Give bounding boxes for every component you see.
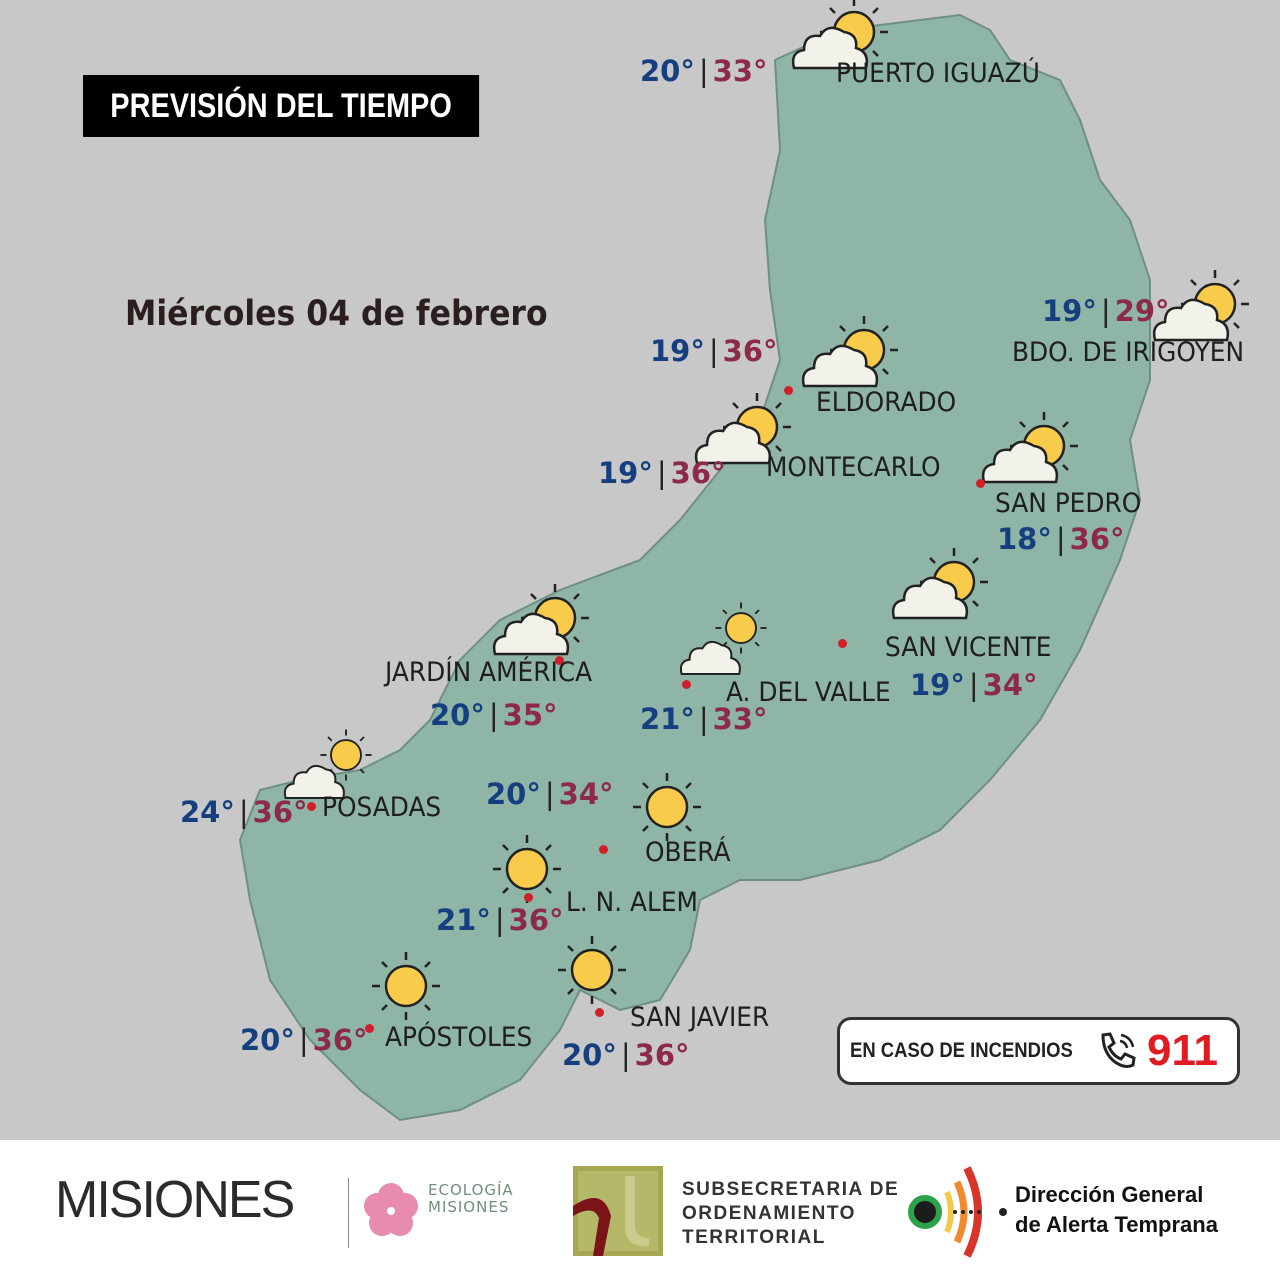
city-temps: 20° | 36° bbox=[562, 1038, 690, 1072]
subsecretaria-line: ORDENAMIENTO bbox=[682, 1203, 856, 1224]
ecologia-line: MISIONES bbox=[428, 1198, 510, 1216]
city-name: ELDORADO bbox=[816, 387, 957, 418]
city-temps: 24° | 36° bbox=[180, 795, 308, 829]
city-name: SAN VICENTE bbox=[885, 632, 1052, 663]
page-title: PREVISIÓN DEL TIEMPO bbox=[83, 75, 480, 137]
city-temps: 19° | 34° bbox=[910, 668, 1038, 702]
city-dot bbox=[524, 893, 533, 902]
min-temp: 18° bbox=[997, 522, 1052, 556]
city-name: MONTECARLO bbox=[766, 452, 941, 483]
city-name: POSADAS bbox=[322, 792, 442, 823]
city-temps: 19° | 29° bbox=[1042, 294, 1170, 328]
separator: | bbox=[698, 702, 709, 736]
max-temp: 36° bbox=[722, 334, 778, 368]
logo-divider bbox=[348, 1178, 349, 1248]
max-temp: 35° bbox=[502, 698, 558, 732]
footer-logos: MISIONES ECOLOGÍA MISIONES SUBSECRETARIA … bbox=[0, 1140, 1280, 1280]
forecast-date: Miércoles 04 de febrero bbox=[125, 294, 548, 334]
separator: | bbox=[656, 456, 667, 490]
alerta-text: Dirección General de Alerta Temprana bbox=[1015, 1180, 1218, 1240]
city-name: APÓSTOLES bbox=[385, 1022, 533, 1053]
alerta-line: de Alerta Temprana bbox=[1015, 1212, 1218, 1237]
separator: | bbox=[488, 698, 499, 732]
max-temp: 34° bbox=[982, 668, 1038, 702]
max-temp: 34° bbox=[558, 777, 614, 811]
city-dot bbox=[365, 1024, 374, 1033]
city-name: L. N. ALEM bbox=[566, 887, 698, 918]
city-name: A. DEL VALLE bbox=[726, 677, 891, 708]
min-temp: 24° bbox=[180, 795, 235, 829]
min-temp: 20° bbox=[640, 54, 695, 88]
misiones-map bbox=[238, 0, 1280, 1122]
city-temps: 19° | 36° bbox=[598, 456, 726, 490]
ecologia-logo-text: ECOLOGÍA MISIONES bbox=[428, 1182, 514, 1216]
min-temp: 20° bbox=[430, 698, 485, 732]
city-temps: 19° | 36° bbox=[650, 334, 778, 368]
min-temp: 19° bbox=[1042, 294, 1097, 328]
city-temps: 20° | 34° bbox=[486, 777, 614, 811]
max-temp: 29° bbox=[1114, 294, 1170, 328]
city-name: OBERÁ bbox=[645, 837, 731, 868]
max-temp: 36° bbox=[508, 903, 564, 937]
city-temps: 18° | 36° bbox=[997, 522, 1125, 556]
separator: | bbox=[238, 795, 249, 829]
min-temp: 20° bbox=[240, 1023, 295, 1057]
phone-icon bbox=[1101, 1032, 1136, 1068]
city-temps: 21° | 36° bbox=[436, 903, 564, 937]
separator: | bbox=[298, 1023, 309, 1057]
separator: | bbox=[1100, 294, 1111, 328]
city-dot bbox=[555, 656, 564, 665]
max-temp: 36° bbox=[1069, 522, 1125, 556]
max-temp: 36° bbox=[634, 1038, 690, 1072]
city-dot bbox=[682, 680, 691, 689]
city-temps: 21° | 33° bbox=[640, 702, 768, 736]
separator: | bbox=[708, 334, 719, 368]
min-temp: 19° bbox=[910, 668, 965, 702]
separator: | bbox=[1055, 522, 1066, 556]
max-temp: 36° bbox=[312, 1023, 368, 1057]
separator: | bbox=[698, 54, 709, 88]
subsecretaria-text: SUBSECRETARIA DE ORDENAMIENTO TERRITORIAL bbox=[682, 1178, 899, 1250]
emergency-text: EN CASO DE INCENDIOS bbox=[850, 1039, 1073, 1062]
ecologia-line: ECOLOGÍA bbox=[428, 1181, 514, 1199]
city-dot bbox=[784, 386, 793, 395]
emergency-banner: EN CASO DE INCENDIOS 911 bbox=[837, 1017, 1240, 1085]
max-temp: 36° bbox=[670, 456, 726, 490]
city-name: BDO. DE IRIGOYEN bbox=[1012, 337, 1245, 368]
city-name: SAN PEDRO bbox=[995, 488, 1142, 519]
min-temp: 19° bbox=[650, 334, 705, 368]
subsecretaria-line: TERRITORIAL bbox=[682, 1227, 826, 1248]
separator: | bbox=[494, 903, 505, 937]
min-temp: 21° bbox=[436, 903, 491, 937]
min-temp: 21° bbox=[640, 702, 695, 736]
separator: | bbox=[620, 1038, 631, 1072]
max-temp: 33° bbox=[712, 702, 768, 736]
min-temp: 20° bbox=[486, 777, 541, 811]
city-temps: 20° | 33° bbox=[640, 54, 768, 88]
subsecretaria-line: SUBSECRETARIA DE bbox=[682, 1179, 900, 1200]
max-temp: 36° bbox=[252, 795, 308, 829]
city-temps: 20° | 35° bbox=[430, 698, 558, 732]
flower-icon bbox=[364, 1183, 418, 1236]
alerta-line: Dirección General bbox=[1015, 1182, 1204, 1207]
province-shape bbox=[238, 13, 1151, 1122]
city-dot bbox=[307, 802, 316, 811]
max-temp: 33° bbox=[712, 54, 768, 88]
separator: | bbox=[968, 668, 979, 702]
city-name: JARDÍN AMÉRICA bbox=[385, 657, 593, 688]
city-name: PUERTO IGUAZÚ bbox=[836, 58, 1040, 89]
city-dot bbox=[599, 845, 608, 854]
subsecretaria-emblem bbox=[573, 1166, 663, 1256]
city-dot bbox=[595, 1008, 604, 1017]
city-name: SAN JAVIER bbox=[630, 1002, 770, 1033]
min-temp: 20° bbox=[562, 1038, 617, 1072]
misiones-logo: MISIONES bbox=[55, 1171, 295, 1229]
city-dot bbox=[976, 479, 985, 488]
city-dot bbox=[838, 639, 847, 648]
city-temps: 20° | 36° bbox=[240, 1023, 368, 1057]
separator: | bbox=[544, 777, 555, 811]
emergency-number: 911 bbox=[1147, 1026, 1218, 1075]
min-temp: 19° bbox=[598, 456, 653, 490]
alerta-signal-icon bbox=[908, 1166, 1007, 1258]
